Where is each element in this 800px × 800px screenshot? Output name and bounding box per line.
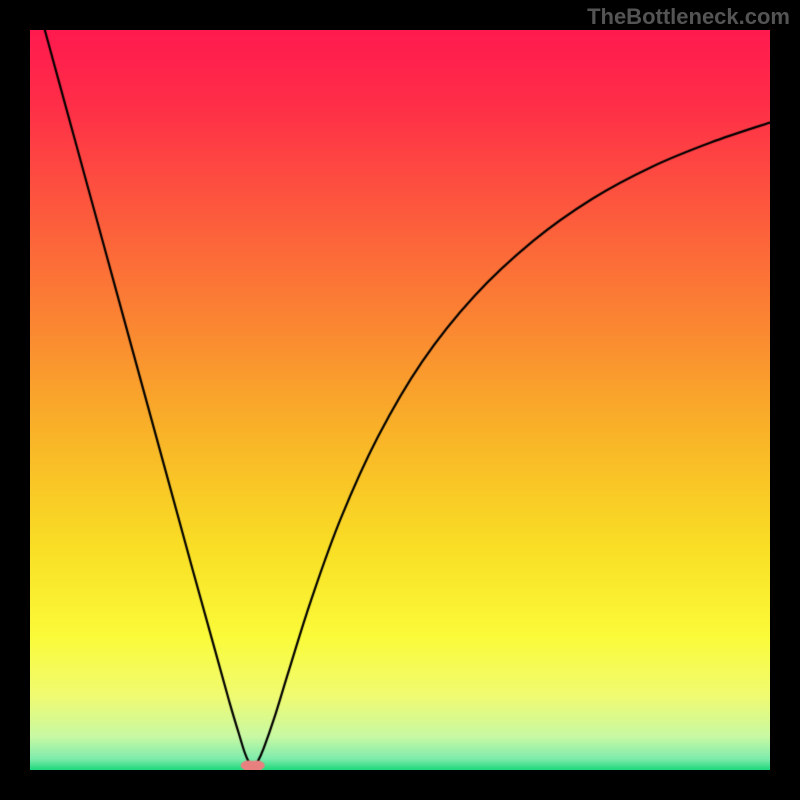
watermark-text: TheBottleneck.com xyxy=(587,4,790,30)
bottleneck-chart-canvas xyxy=(30,30,770,770)
figure-container: TheBottleneck.com xyxy=(0,0,800,800)
